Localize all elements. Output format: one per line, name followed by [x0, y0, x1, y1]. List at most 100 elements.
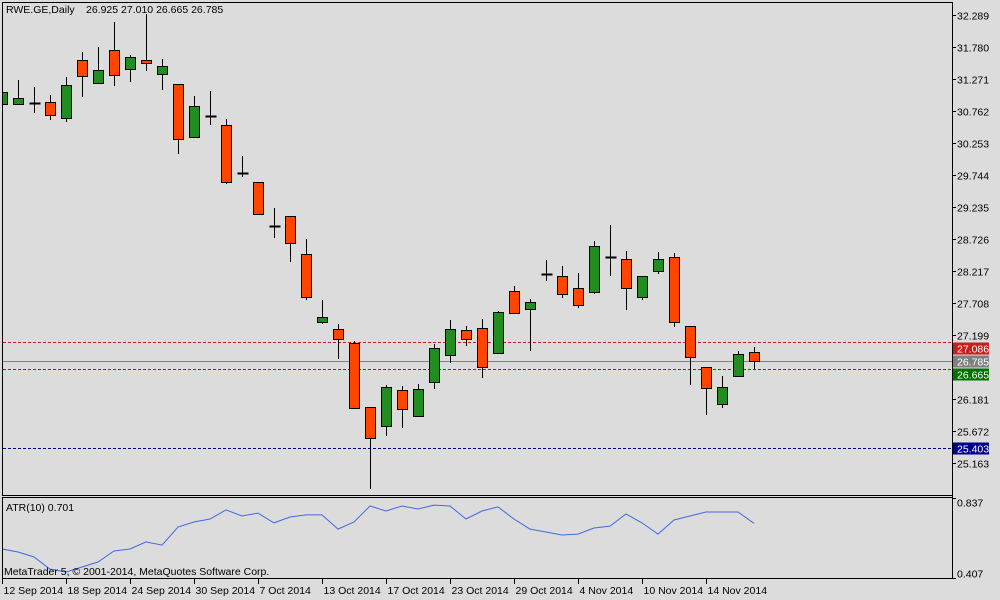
candle [605, 225, 617, 276]
level-tag-text-support: 25.403 [957, 444, 989, 456]
candle-body-bull [589, 246, 600, 293]
candle [637, 276, 648, 300]
candle-body-bear [509, 291, 520, 314]
level-tag-last [953, 355, 989, 368]
candle-body-bull [3, 92, 8, 105]
date-label: 24 Sep 2014 [132, 585, 192, 597]
candle-body-bear [77, 60, 88, 77]
candle [237, 156, 249, 177]
price-tick-label: 26.181 [957, 395, 989, 407]
candle [477, 319, 488, 378]
candle-body-bear [365, 407, 376, 439]
candle [173, 84, 184, 154]
date-label: 29 Oct 2014 [516, 585, 573, 597]
candle-body-bear [669, 257, 680, 323]
candle [189, 96, 200, 138]
date-label: 30 Sep 2014 [196, 585, 256, 597]
candle [365, 407, 376, 489]
level-tag-low [953, 368, 989, 381]
candle-body-bull [493, 312, 504, 354]
level-tag-high [953, 342, 989, 355]
candle-body-bull [429, 348, 440, 383]
price-tick-label: 27.708 [957, 299, 989, 311]
candle [445, 320, 456, 363]
candle [301, 239, 312, 300]
price-tick-label: 29.235 [957, 203, 989, 215]
candle-body-bear [477, 328, 488, 368]
candle [221, 119, 232, 184]
candle [397, 386, 408, 428]
candle-body-bear [557, 276, 568, 295]
candle [381, 385, 392, 436]
candle [717, 376, 728, 408]
main-plot-area[interactable] [2, 2, 953, 496]
candle [3, 92, 8, 105]
price-tick-label: 30.253 [957, 139, 989, 151]
candle [429, 344, 440, 389]
candle-body-bull [125, 57, 136, 70]
price-tick-label: 28.726 [957, 235, 989, 247]
candle [509, 286, 520, 314]
candle [45, 95, 56, 120]
atr-label: ATR(10) 0.701 [6, 502, 74, 514]
candle-body-bear [573, 288, 584, 306]
candle-body-bear [109, 50, 120, 76]
price-tick-label: 31.271 [957, 75, 989, 87]
candle-body-bear [349, 343, 360, 409]
candle-body-bear [333, 329, 344, 340]
date-label: 17 Oct 2014 [388, 585, 445, 597]
candle-body-bear [621, 259, 632, 289]
candle-body-bull [13, 98, 24, 105]
candle-body-bear [173, 84, 184, 140]
price-tick-label: 28.217 [957, 267, 989, 279]
candle-body-bull [717, 387, 728, 405]
candle-body-bull [653, 259, 664, 272]
price-tick-label: 31.780 [957, 43, 989, 55]
candle [461, 326, 472, 346]
candle [573, 273, 584, 308]
date-label: 12 Sep 2014 [4, 585, 64, 597]
candle-body-bear [301, 254, 312, 298]
candle [109, 22, 120, 86]
candle [269, 208, 281, 238]
date-label: 10 Nov 2014 [644, 585, 704, 597]
candle [669, 253, 680, 327]
candle-body-bear [749, 352, 760, 362]
candle [701, 367, 712, 415]
candle-body-bull [445, 329, 456, 356]
level-tag-text-high: 27.086 [957, 344, 989, 356]
candle [653, 252, 664, 274]
date-label: 7 Oct 2014 [260, 585, 312, 597]
price-tick-label: 27.199 [957, 331, 989, 343]
candle-body-bear [45, 102, 56, 116]
candle-body-bull [317, 317, 328, 323]
candle-body-bear [685, 326, 696, 358]
ohlc-readout: 26.925 27.010 26.665 26.785 [86, 4, 223, 16]
candle-body-bull [413, 389, 424, 417]
level-tag-support [953, 442, 989, 455]
candle [749, 347, 760, 369]
candle-body-bear [397, 390, 408, 410]
date-label: 14 Nov 2014 [708, 585, 768, 597]
price-tick-label: 29.744 [957, 171, 989, 183]
candle [125, 55, 136, 82]
candle [77, 52, 88, 97]
candle-body-bull [157, 66, 168, 75]
candle-body-bull [61, 85, 72, 119]
candle [493, 311, 504, 354]
candle [333, 324, 344, 359]
atr-plot-area[interactable] [2, 497, 953, 579]
atr-tick-label: 0.837 [957, 498, 983, 510]
level-tag-text-low: 26.665 [957, 370, 989, 382]
candle [525, 299, 536, 351]
candle-body-bull [637, 276, 648, 298]
candle-body-bear [253, 182, 264, 215]
date-label: 13 Oct 2014 [324, 585, 381, 597]
candle-body-bear [221, 125, 232, 183]
price-tick-label: 25.163 [957, 459, 989, 471]
candle-body-bear [461, 330, 472, 340]
candle [93, 47, 104, 84]
candle-body-bear [141, 60, 152, 64]
candle [541, 260, 553, 281]
